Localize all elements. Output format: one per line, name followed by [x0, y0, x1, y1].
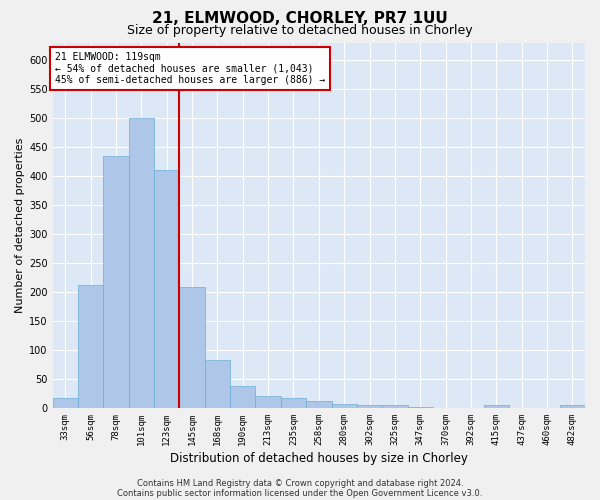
Bar [103, 156, 129, 408]
X-axis label: Distribution of detached houses by size in Chorley: Distribution of detached houses by size … [170, 452, 468, 465]
Text: 21 ELMWOOD: 119sqm
← 54% of detached houses are smaller (1,043)
45% of semi-deta: 21 ELMWOOD: 119sqm ← 54% of detached hou… [55, 52, 326, 85]
Bar [230, 386, 256, 408]
Bar [256, 396, 281, 408]
Bar [205, 360, 230, 408]
Bar [129, 118, 154, 408]
Bar [154, 170, 179, 408]
Bar [332, 404, 357, 408]
Bar [306, 401, 332, 408]
Bar [53, 398, 78, 408]
Y-axis label: Number of detached properties: Number of detached properties [15, 138, 25, 313]
Bar [484, 405, 509, 408]
Bar [357, 405, 382, 408]
Text: Size of property relative to detached houses in Chorley: Size of property relative to detached ho… [127, 24, 473, 37]
Bar [407, 407, 433, 408]
Bar [560, 405, 585, 408]
Bar [281, 398, 306, 408]
Text: 21, ELMWOOD, CHORLEY, PR7 1UU: 21, ELMWOOD, CHORLEY, PR7 1UU [152, 11, 448, 26]
Bar [179, 288, 205, 408]
Text: Contains HM Land Registry data © Crown copyright and database right 2024.
Contai: Contains HM Land Registry data © Crown c… [118, 479, 482, 498]
Bar [78, 285, 103, 408]
Bar [382, 405, 407, 408]
